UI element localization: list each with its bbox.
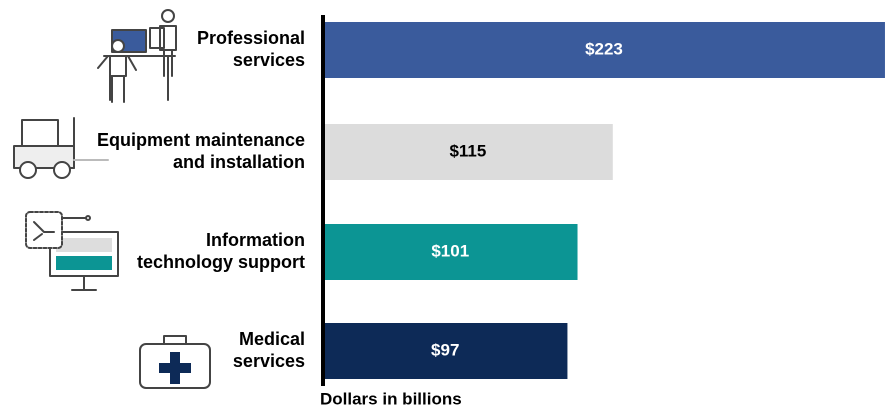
value-label: $101	[431, 241, 469, 260]
icon-forklift	[14, 118, 108, 178]
icon-professional	[98, 10, 176, 102]
value-label: $115	[449, 141, 486, 160]
value-label: $97	[431, 340, 459, 359]
x-axis-label: Dollars in billions	[320, 389, 462, 408]
chart: Dollars in billions Professionalservices…	[0, 0, 894, 410]
icon-it	[26, 212, 118, 290]
value-label: $223	[585, 39, 623, 58]
icon-medical	[140, 336, 210, 388]
